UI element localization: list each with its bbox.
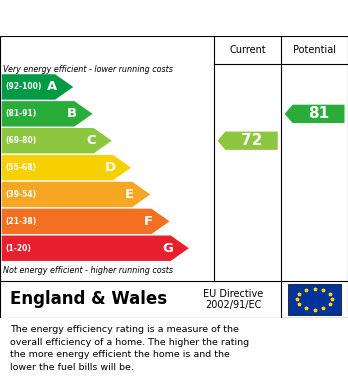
Text: 81: 81 <box>308 106 329 121</box>
Polygon shape <box>218 131 278 150</box>
Text: 72: 72 <box>241 133 262 148</box>
Text: Very energy efficient - lower running costs: Very energy efficient - lower running co… <box>3 65 173 74</box>
Text: (21-38): (21-38) <box>5 217 37 226</box>
Polygon shape <box>2 235 189 261</box>
Text: F: F <box>144 215 153 228</box>
Text: (92-100): (92-100) <box>5 83 42 91</box>
Text: (69-80): (69-80) <box>5 136 37 145</box>
Text: Not energy efficient - higher running costs: Not energy efficient - higher running co… <box>3 266 174 276</box>
Text: Energy Efficiency Rating: Energy Efficiency Rating <box>10 11 213 26</box>
Text: England & Wales: England & Wales <box>10 290 168 308</box>
Text: E: E <box>125 188 134 201</box>
Polygon shape <box>2 128 112 153</box>
Text: D: D <box>105 161 116 174</box>
Text: The energy efficiency rating is a measure of the
overall efficiency of a home. T: The energy efficiency rating is a measur… <box>10 325 250 372</box>
Polygon shape <box>2 74 73 100</box>
Polygon shape <box>285 105 345 123</box>
Text: C: C <box>86 134 96 147</box>
Text: Potential: Potential <box>293 45 336 56</box>
Polygon shape <box>2 155 131 180</box>
Text: (1-20): (1-20) <box>5 244 31 253</box>
Text: (81-91): (81-91) <box>5 109 37 118</box>
Text: G: G <box>163 242 173 255</box>
Text: (39-54): (39-54) <box>5 190 36 199</box>
Text: A: A <box>47 81 57 93</box>
Text: (55-68): (55-68) <box>5 163 36 172</box>
Polygon shape <box>2 209 169 234</box>
Polygon shape <box>2 101 93 127</box>
Text: B: B <box>66 108 77 120</box>
Polygon shape <box>2 182 150 207</box>
Bar <box>288 284 341 315</box>
Text: Current: Current <box>229 45 266 56</box>
Text: EU Directive
2002/91/EC: EU Directive 2002/91/EC <box>203 289 263 310</box>
